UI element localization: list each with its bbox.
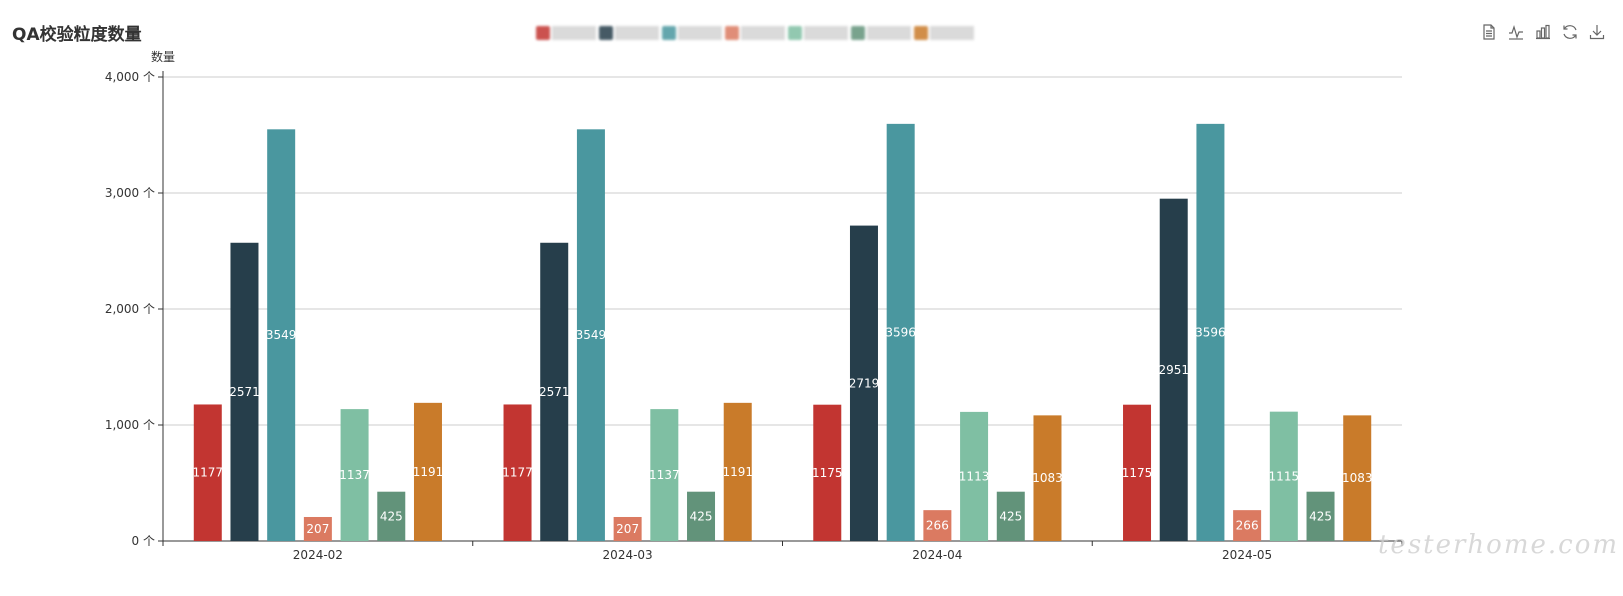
restore-icon[interactable] [1560, 22, 1580, 42]
legend-label-obscured [930, 26, 974, 40]
data-label: 1191 [722, 465, 753, 479]
y-tick-label: 0 个 [132, 534, 155, 548]
data-label: 1175 [812, 466, 843, 480]
bar[interactable] [1233, 510, 1262, 541]
y-tick-label: 3,000 个 [105, 186, 155, 200]
bar[interactable] [540, 242, 569, 542]
legend-item[interactable] [599, 26, 659, 40]
bar[interactable] [1343, 415, 1372, 541]
bar[interactable] [687, 491, 716, 541]
bar[interactable] [503, 404, 532, 541]
bar[interactable] [613, 516, 642, 541]
data-label: 425 [380, 509, 403, 523]
legend-item[interactable] [851, 26, 911, 40]
data-label: 266 [926, 519, 949, 533]
bar[interactable] [230, 242, 259, 542]
data-label: 1115 [1269, 469, 1300, 483]
bar[interactable] [340, 409, 369, 541]
bar[interactable] [1306, 491, 1335, 541]
data-label: 2719 [849, 376, 880, 390]
legend-swatch [851, 26, 865, 40]
data-label: 1137 [339, 468, 370, 482]
y-tick-label: 2,000 个 [105, 302, 155, 316]
data-label: 3549 [266, 328, 297, 342]
bar[interactable] [650, 409, 679, 541]
y-axis-title: 数量 [151, 49, 175, 64]
download-icon[interactable] [1587, 22, 1607, 42]
data-label: 1083 [1342, 471, 1373, 485]
legend-item[interactable] [788, 26, 848, 40]
x-tick-label: 2024-04 [912, 548, 962, 562]
data-label: 1113 [959, 469, 990, 483]
bar[interactable] [413, 402, 442, 541]
data-label: 2951 [1158, 363, 1189, 377]
toolbox [1472, 22, 1607, 42]
legend-swatch [788, 26, 802, 40]
bar[interactable] [1269, 411, 1298, 541]
legend-label-obscured [615, 26, 659, 40]
bar[interactable] [849, 225, 878, 541]
legend-item[interactable] [536, 26, 596, 40]
legend-item[interactable] [662, 26, 722, 40]
data-label: 1177 [502, 466, 533, 480]
data-label: 207 [616, 522, 639, 536]
y-tick-label: 4,000 个 [105, 70, 155, 84]
x-tick-label: 2024-02 [293, 548, 343, 562]
data-label: 3596 [1195, 325, 1226, 339]
bar[interactable] [1196, 123, 1225, 541]
legend-swatch [662, 26, 676, 40]
bar[interactable] [377, 491, 406, 541]
data-label: 3549 [576, 328, 607, 342]
legend-swatch [725, 26, 739, 40]
chart-title: QA校验粒度数量 [12, 25, 142, 45]
legend[interactable] [536, 26, 1028, 40]
legend-label-obscured [678, 26, 722, 40]
data-label: 207 [306, 522, 329, 536]
bar[interactable] [886, 123, 915, 541]
bar[interactable] [576, 129, 605, 542]
bar[interactable] [996, 491, 1025, 541]
data-label: 2571 [539, 385, 570, 399]
legend-swatch [914, 26, 928, 40]
bar[interactable] [723, 402, 752, 541]
data-label: 1137 [649, 468, 680, 482]
y-tick-label: 1,000 个 [105, 418, 155, 432]
bar[interactable] [1123, 404, 1152, 541]
data-view-icon[interactable] [1479, 22, 1499, 42]
data-label: 2571 [229, 385, 260, 399]
data-label: 1083 [1032, 471, 1063, 485]
legend-item[interactable] [914, 26, 974, 40]
data-label: 1175 [1122, 466, 1153, 480]
data-label: 1191 [413, 465, 444, 479]
legend-label-obscured [552, 26, 596, 40]
legend-item[interactable] [725, 26, 785, 40]
watermark-logo: testerhome.com [1377, 530, 1619, 560]
x-tick-label: 2024-03 [603, 548, 653, 562]
bar[interactable] [1159, 198, 1188, 541]
data-label: 425 [690, 509, 713, 523]
legend-label-obscured [804, 26, 848, 40]
legend-label-obscured [867, 26, 911, 40]
bar[interactable] [193, 404, 222, 541]
data-label: 266 [1236, 519, 1259, 533]
bar[interactable] [267, 129, 296, 542]
data-label: 425 [1309, 509, 1332, 523]
bar[interactable] [960, 411, 989, 541]
data-label: 425 [999, 509, 1022, 523]
legend-swatch [599, 26, 613, 40]
bar-chart-icon[interactable] [1533, 22, 1553, 42]
legend-swatch [536, 26, 550, 40]
bar[interactable] [1033, 415, 1062, 541]
x-tick-label: 2024-05 [1222, 548, 1272, 562]
data-label: 1177 [193, 466, 224, 480]
bar[interactable] [923, 510, 952, 541]
line-chart-icon[interactable] [1506, 22, 1526, 42]
bar[interactable] [303, 516, 332, 541]
data-label: 3596 [885, 325, 916, 339]
legend-label-obscured [741, 26, 785, 40]
bar[interactable] [813, 404, 842, 541]
